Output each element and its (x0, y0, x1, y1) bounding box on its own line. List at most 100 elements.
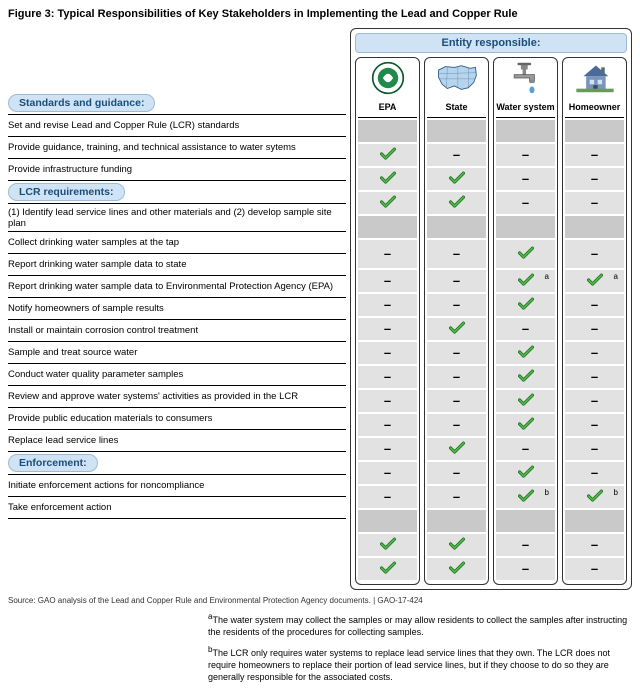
value-cell: – (427, 486, 486, 508)
entity-panel: Entity responsible: EPA–––––––––––State–… (350, 28, 632, 590)
footnotes: aThe water system may collect the sample… (208, 611, 632, 683)
value-cell: – (358, 414, 417, 436)
check-icon (518, 297, 534, 314)
entity-label: Water system (496, 98, 555, 118)
check-icon (518, 246, 534, 263)
value-cell (358, 168, 417, 190)
check-icon (518, 489, 534, 506)
section-gap-cell (565, 216, 624, 238)
check-icon (518, 393, 534, 410)
check-icon (587, 273, 603, 290)
section-gap-cell (358, 120, 417, 142)
value-cell: – (565, 438, 624, 460)
value-cell: – (565, 390, 624, 412)
value-cell (427, 558, 486, 580)
value-cell (496, 390, 555, 412)
check-icon (380, 561, 396, 578)
check-icon (518, 345, 534, 362)
value-cell: – (565, 168, 624, 190)
value-cell: – (565, 366, 624, 388)
row-label: Initiate enforcement actions for noncomp… (8, 475, 346, 497)
section-title: LCR requirements: (8, 183, 125, 201)
row-label: Report drinking water sample data to Env… (8, 276, 346, 298)
value-cell: – (427, 414, 486, 436)
value-cell (358, 534, 417, 556)
row-label: Sample and treat source water (8, 342, 346, 364)
footnote-marker: a (545, 272, 549, 281)
section-title: Enforcement: (8, 454, 98, 472)
row-label: Set and revise Lead and Copper Rule (LCR… (8, 115, 346, 137)
value-cell (496, 240, 555, 268)
check-icon (518, 465, 534, 482)
section-gap-cell (427, 216, 486, 238)
epa-icon (358, 60, 417, 96)
row-labels-column: Standards and guidance: Set and revise Le… (8, 28, 346, 590)
value-cell: – (427, 366, 486, 388)
value-cell: – (427, 342, 486, 364)
row-label: Review and approve water systems' activi… (8, 386, 346, 408)
value-cell (358, 144, 417, 166)
value-cell (496, 414, 555, 436)
value-cell: – (565, 240, 624, 268)
row-label: (1) Identify lead service lines and othe… (8, 204, 346, 232)
value-cell: b (496, 486, 555, 508)
row-label: Collect drinking water samples at the ta… (8, 232, 346, 254)
value-cell: – (427, 240, 486, 268)
value-cell (427, 168, 486, 190)
value-cell: – (358, 438, 417, 460)
check-icon (449, 561, 465, 578)
entity-label: State (427, 98, 486, 118)
value-cell: – (358, 270, 417, 292)
value-cell: – (565, 342, 624, 364)
value-cell: – (496, 438, 555, 460)
check-icon (587, 489, 603, 506)
row-label: Provide public education materials to co… (8, 408, 346, 430)
value-cell (358, 192, 417, 214)
check-icon (380, 537, 396, 554)
check-icon (449, 171, 465, 188)
entity-home: Homeowner––––a––––––––b–– (562, 57, 627, 585)
row-label: Install or maintain corrosion control tr… (8, 320, 346, 342)
figure-title: Figure 3: Typical Responsibilities of Ke… (8, 8, 632, 20)
entity-state: State–––––––––– (424, 57, 489, 585)
value-cell: – (358, 390, 417, 412)
value-cell: – (565, 414, 624, 436)
section-gap-cell (565, 510, 624, 532)
value-cell: – (496, 192, 555, 214)
row-label: Report drinking water sample data to sta… (8, 254, 346, 276)
water-icon (496, 60, 555, 96)
value-cell: – (565, 144, 624, 166)
value-cell: – (358, 462, 417, 484)
row-label: Notify homeowners of sample results (8, 298, 346, 320)
value-cell: – (427, 144, 486, 166)
row-label: Provide guidance, training, and technica… (8, 137, 346, 159)
value-cell: – (496, 558, 555, 580)
value-cell (496, 342, 555, 364)
row-label: Replace lead service lines (8, 430, 346, 452)
state-icon (427, 60, 486, 96)
section-gap-cell (496, 510, 555, 532)
check-icon (449, 195, 465, 212)
section-title: Standards and guidance: (8, 94, 155, 112)
footnote-a: aThe water system may collect the sample… (208, 611, 632, 638)
value-cell (427, 318, 486, 340)
check-icon (449, 441, 465, 458)
value-cell (358, 558, 417, 580)
value-cell: – (496, 144, 555, 166)
entity-water: Water system–––a––b–– (493, 57, 558, 585)
value-cell: – (427, 390, 486, 412)
value-cell: – (358, 318, 417, 340)
check-icon (518, 417, 534, 434)
entity-columns: EPA–––––––––––State––––––––––Water syste… (355, 57, 627, 585)
main-layout: Standards and guidance: Set and revise Le… (8, 28, 632, 590)
footnote-marker: a (614, 272, 618, 281)
section-gap-cell (358, 510, 417, 532)
value-cell: – (565, 294, 624, 316)
footnote-marker: b (614, 488, 618, 497)
value-cell (496, 294, 555, 316)
value-cell: – (565, 534, 624, 556)
value-cell: – (427, 270, 486, 292)
value-cell: b (565, 486, 624, 508)
home-icon (565, 60, 624, 96)
value-cell: – (358, 486, 417, 508)
